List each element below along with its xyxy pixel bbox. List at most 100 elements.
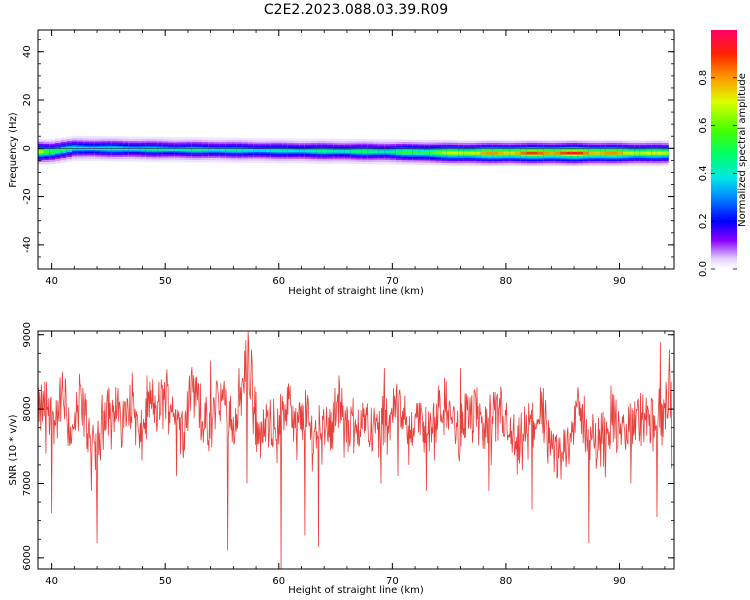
snr-y-tick-label: 8000 <box>22 396 33 421</box>
heatmap-cell <box>543 151 550 155</box>
heatmap-cell <box>515 151 522 155</box>
heatmap-cell <box>566 151 573 155</box>
heatmap-cell <box>43 150 50 154</box>
heatmap-cell <box>100 147 107 151</box>
heatmap-cell <box>611 151 618 155</box>
heatmap-cell <box>55 149 62 153</box>
heatmap-cell <box>123 147 130 151</box>
heatmap-cell <box>253 149 260 152</box>
snr-x-tick-label: 70 <box>386 576 399 587</box>
heatmap-cell <box>622 151 629 155</box>
snr-x-axis-label: Height of straight line (km) <box>288 585 424 596</box>
colorbar-ticks: 0.0 0.2 0.4 0.6 0.8 <box>698 70 737 277</box>
heatmap-cell <box>208 148 215 152</box>
heatmap-cell <box>191 148 198 152</box>
spectrogram-x-tick-label: 60 <box>272 276 285 287</box>
heatmap-cell <box>395 150 402 154</box>
heatmap-cell <box>361 150 368 154</box>
snr-x-tick-label: 80 <box>500 576 513 587</box>
heatmap-cell <box>486 151 493 155</box>
spectrogram-x-ticks: 40 50 60 70 80 90 <box>45 30 666 287</box>
heatmap-cell <box>435 151 442 155</box>
heatmap-cell <box>219 148 226 152</box>
heatmap-cell <box>293 149 300 153</box>
spectrogram-x-tick-label: 50 <box>159 276 172 287</box>
colorbar-tick-label: 0.4 <box>698 165 709 181</box>
heatmap-cell <box>583 151 590 155</box>
heatmap-cell <box>356 150 363 154</box>
heatmap-cell <box>588 151 595 155</box>
spectrogram-y-tick-label: 0 <box>22 145 33 151</box>
colorbar-tick-label: 0.0 <box>698 261 709 277</box>
heatmap-cell <box>265 149 272 153</box>
heatmap-cell <box>645 151 652 155</box>
heatmap-cell <box>503 151 510 155</box>
heatmap-cell <box>429 151 436 155</box>
heatmap-cell <box>549 151 556 155</box>
heatmap-cell <box>231 148 238 152</box>
heatmap-cell <box>140 147 147 151</box>
spectrogram-y-ticks: -40 -20 0 20 40 <box>22 39 674 270</box>
colorbar-tick-label: 0.6 <box>698 118 709 134</box>
heatmap-cell <box>304 149 311 153</box>
spectrogram-panel: 40 50 60 70 80 90 -40 -20 0 20 40 Height of strai… <box>8 29 675 297</box>
heatmap-cell <box>628 151 635 155</box>
heatmap-cell <box>617 151 624 155</box>
heatmap-cell <box>248 148 255 152</box>
heatmap-cell <box>287 149 294 153</box>
heatmap-cell <box>174 148 181 152</box>
heatmap-cell <box>469 151 476 155</box>
heatmap-cell <box>333 149 340 153</box>
colorbar-tick-label: 0.8 <box>698 70 709 86</box>
snr-y-axis-label: SNR (10 * v/v) <box>8 414 19 485</box>
heatmap-cell <box>179 148 187 152</box>
spectrogram-frame <box>37 29 675 270</box>
heatmap-cell <box>407 150 414 154</box>
heatmap-cell <box>651 151 658 155</box>
heatmap-cell <box>594 151 601 155</box>
snr-x-tick-label: 50 <box>159 576 172 587</box>
heatmap-cell <box>526 151 533 155</box>
heatmap-cell <box>662 151 669 155</box>
heatmap-cell <box>390 150 397 154</box>
heatmap-cell <box>401 150 408 154</box>
heatmap-cell <box>475 151 482 155</box>
heatmap-cell <box>134 147 141 151</box>
colorbar-label: Normalized spectral amplitude <box>737 73 748 227</box>
heatmap-cell <box>492 151 499 155</box>
heatmap-cell <box>151 147 158 151</box>
heatmap-cell <box>242 148 249 152</box>
heatmap-cell <box>128 147 135 151</box>
snr-x-tick-label: 90 <box>613 576 626 587</box>
heatmap-cell <box>378 150 385 154</box>
heatmap-cell <box>310 149 317 153</box>
heatmap-cell <box>446 151 453 155</box>
heatmap-cell <box>497 151 505 155</box>
spectrogram-x-axis-label: Height of straight line (km) <box>288 286 424 297</box>
snr-series-line <box>38 331 673 569</box>
heatmap-cell <box>236 148 243 152</box>
heatmap-cell <box>338 149 346 153</box>
heatmap-cell <box>639 151 647 155</box>
spectrogram-heatmap <box>38 135 674 166</box>
heatmap-cell <box>373 150 380 154</box>
heatmap-cell <box>418 150 425 154</box>
spectrogram-x-tick-label: 70 <box>386 276 399 287</box>
heatmap-cell <box>168 148 175 152</box>
heatmap-cell <box>214 148 221 152</box>
heatmap-cell <box>634 151 641 155</box>
heatmap-cell <box>509 151 516 155</box>
heatmap-cell <box>299 149 306 153</box>
heatmap-cell <box>259 149 266 152</box>
heatmap-cell <box>537 151 544 155</box>
heatmap-cell <box>276 149 283 153</box>
heatmap-cell <box>532 151 539 155</box>
snr-x-ticks: 40 50 60 70 80 90 <box>45 331 666 587</box>
heatmap-cell <box>412 150 419 154</box>
spectrogram-y-axis-label: Frequency (Hz) <box>8 112 19 188</box>
heatmap-cell <box>162 148 170 151</box>
snr-y-tick-label: 7000 <box>22 471 33 496</box>
heatmap-cell <box>66 147 73 151</box>
snr-x-tick-label: 60 <box>272 576 285 587</box>
